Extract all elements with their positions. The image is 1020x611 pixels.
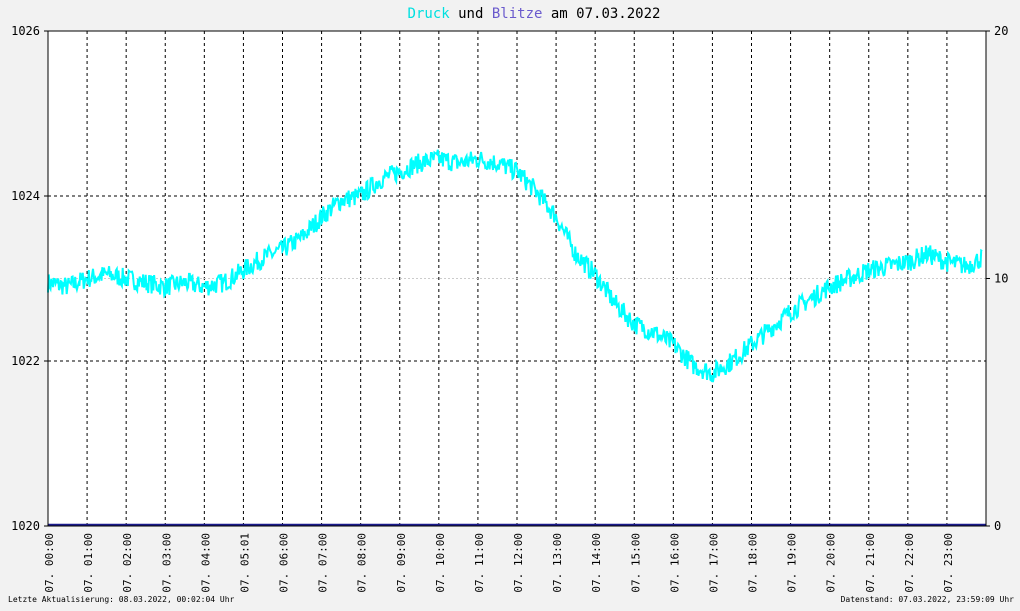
pressure-series-line [47,149,983,383]
y-right-tick-label: 20 [994,24,1008,38]
x-tick-label: 07. 09:00 [395,533,408,593]
chart-title: Druck und Blitze am 07.03.2022 [408,6,661,22]
x-tick-label: 07. 23:00 [942,533,955,593]
x-tick-label: 07. 18:00 [747,533,760,593]
x-tick-label: 07. 07:00 [317,533,330,593]
x-tick-label: 07. 19:00 [786,533,799,593]
footer-data-status: Datenstand: 07.03.2022, 23:59:09 Uhr [841,595,1015,604]
y-left-tick-label: 1026 [11,24,40,38]
x-tick-label: 07. 06:00 [278,533,291,593]
y-left-tick-label: 1020 [11,519,40,533]
x-tick-label: 07. 13:00 [551,533,564,593]
title-und: und [450,6,492,22]
y-right-tick-label: 10 [994,272,1008,286]
x-tick-label: 07. 11:00 [473,533,486,593]
y-left-tick-label: 1022 [11,354,40,368]
y-left-tick-label: 1024 [11,189,40,203]
x-axis: 07. 00:00 07. 01:00 07. 02:00 07. 03:00 07. … [43,533,955,593]
x-tick-label: 07. 15:00 [629,533,642,593]
y-right-tick-label: 0 [994,519,1001,533]
x-tick-label: 07. 17:00 [707,533,720,593]
x-tick-label: 07. 10:00 [434,533,447,593]
y-right-axis: 0 10 20 [986,24,1008,533]
x-tick-label: 07. 16:00 [668,533,681,593]
x-tick-label: 07. 01:00 [82,533,95,593]
x-tick-label: 07. 20:00 [825,533,838,593]
x-tick-label: 07. 22:00 [903,533,916,593]
title-date: am 07.03.2022 [542,6,660,22]
x-tick-label: 07. 21:00 [864,533,877,593]
x-tick-label: 07. 05:01 [238,533,251,593]
x-tick-label: 07. 02:00 [121,533,134,593]
x-tick-label: 07. 04:00 [199,533,212,593]
x-tick-label: 07. 14:00 [590,533,603,593]
footer-last-update: Letzte Aktualisierung: 08.03.2022, 00:02… [8,595,235,604]
title-druck: Druck [408,6,451,22]
x-tick-label: 07. 08:00 [356,533,369,593]
y-left-axis: 1020 1022 1024 1026 [11,24,48,533]
x-tick-label: 07. 12:00 [512,533,525,593]
title-blitze: Blitze [492,6,543,22]
x-tick-label: 07. 03:00 [160,533,173,593]
horizontal-gridlines [48,195,986,362]
x-tick-label: 07. 00:00 [43,533,56,593]
series-layer [47,149,986,527]
